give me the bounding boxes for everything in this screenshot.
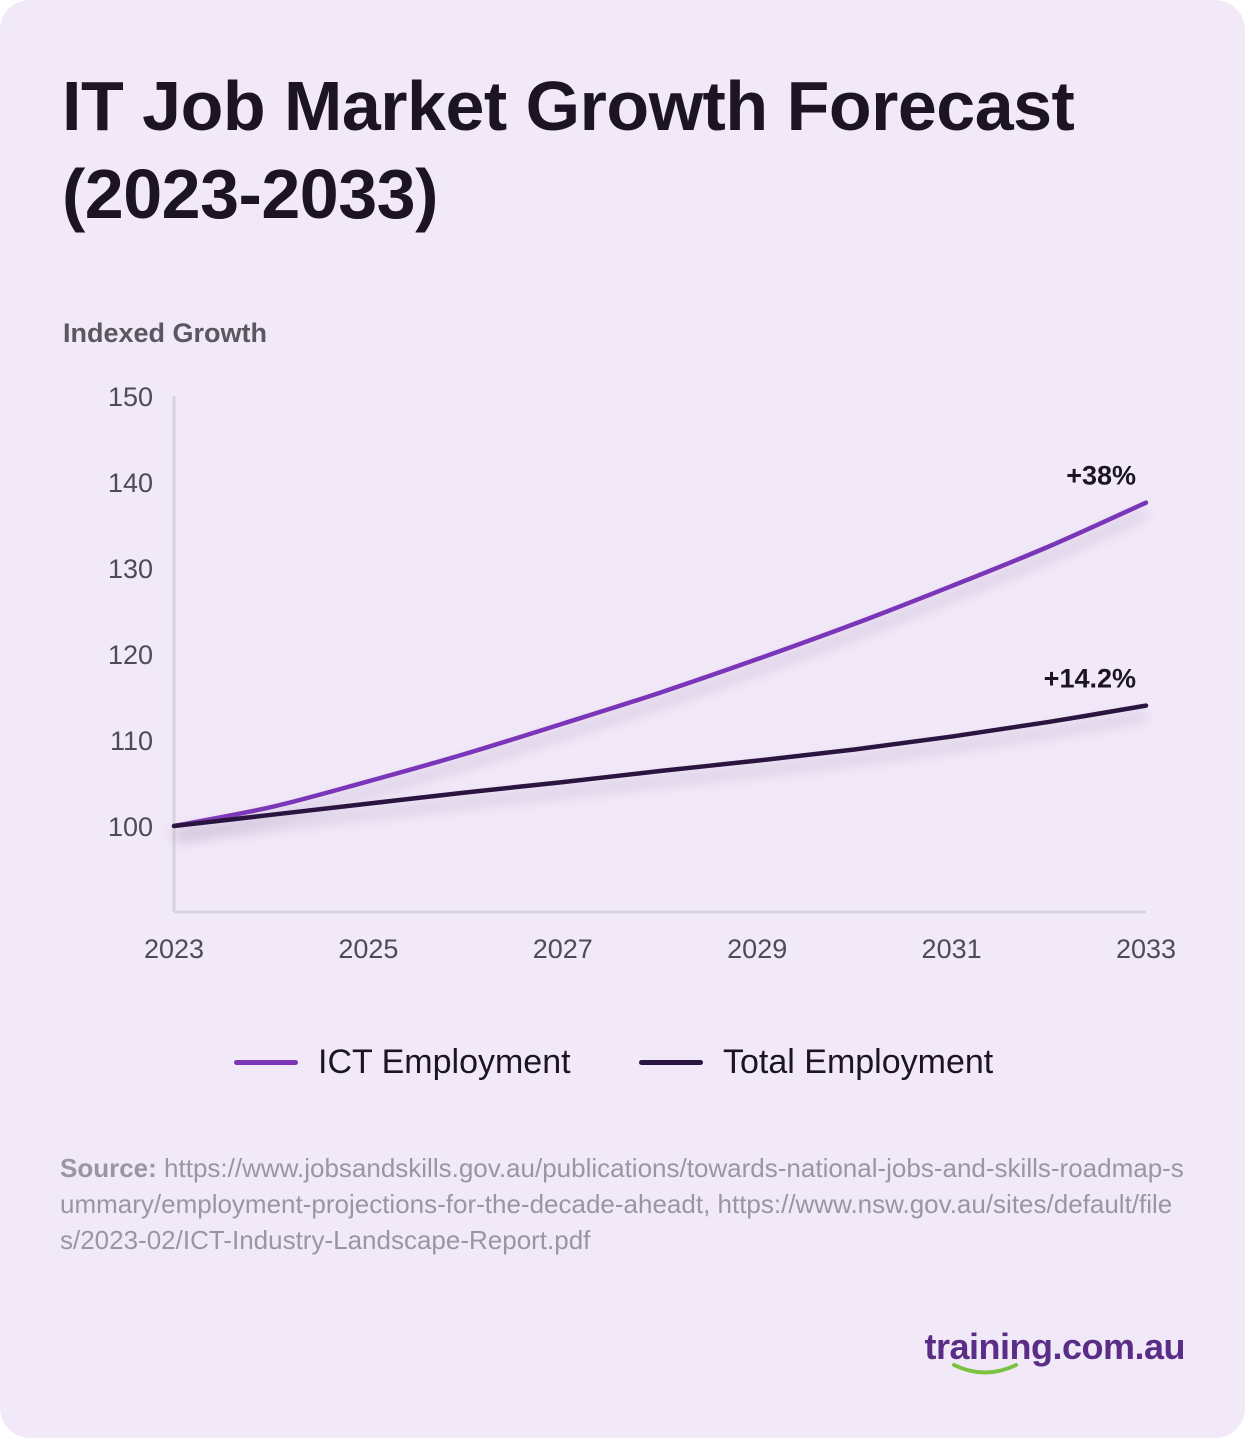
smile-icon — [952, 1363, 1019, 1375]
end-label-total: +14.2% — [1044, 664, 1136, 694]
brand-text: training.com.au — [924, 1326, 1185, 1367]
legend: ICT Employment Total Employment — [0, 1040, 1245, 1084]
x-tick-label: 2033 — [1116, 934, 1176, 964]
y-tick-label: 150 — [108, 382, 153, 412]
x-tick-label: 2023 — [144, 934, 204, 964]
chart-title: IT Job Market Growth Forecast (2023-2033… — [62, 67, 1075, 233]
series-line-total — [171, 703, 1149, 829]
y-tick-label: 120 — [108, 640, 153, 670]
line-chart: 100 110 120 130 140 150 2023 2025 2027 2029 2031 20… — [108, 382, 1176, 964]
brand-logo: training.com.au — [924, 1326, 1185, 1375]
series-line-ict — [171, 500, 1149, 829]
series-shadow-total — [173, 711, 1147, 840]
x-tick-label: 2027 — [533, 934, 593, 964]
y-tick-label: 110 — [110, 726, 153, 756]
y-tick-label: 140 — [108, 468, 153, 498]
x-tick-label: 2029 — [727, 934, 787, 964]
x-tick-label: 2025 — [338, 934, 398, 964]
y-tick-label: 130 — [108, 554, 153, 584]
source-text: https://www.jobsandskills.gov.au/publica… — [60, 1153, 1184, 1255]
series-shadow-ict — [173, 508, 1148, 840]
legend-item-ict: ICT Employment — [234, 1040, 571, 1084]
legend-item-total: Total Employment — [639, 1040, 993, 1084]
legend-swatch-ict — [234, 1059, 298, 1065]
x-tick-label: 2031 — [922, 934, 982, 964]
end-label-ict: +38% — [1066, 461, 1136, 491]
source-note: Source: https://www.jobsandskills.gov.au… — [60, 1150, 1190, 1258]
y-tick-label: 100 — [108, 812, 153, 842]
legend-swatch-total — [639, 1059, 703, 1065]
legend-label-total: Total Employment — [723, 1042, 994, 1081]
legend-label-ict: ICT Employment — [318, 1042, 571, 1081]
y-axis-title: Indexed Growth — [63, 318, 268, 348]
source-label: Source: — [60, 1153, 157, 1183]
